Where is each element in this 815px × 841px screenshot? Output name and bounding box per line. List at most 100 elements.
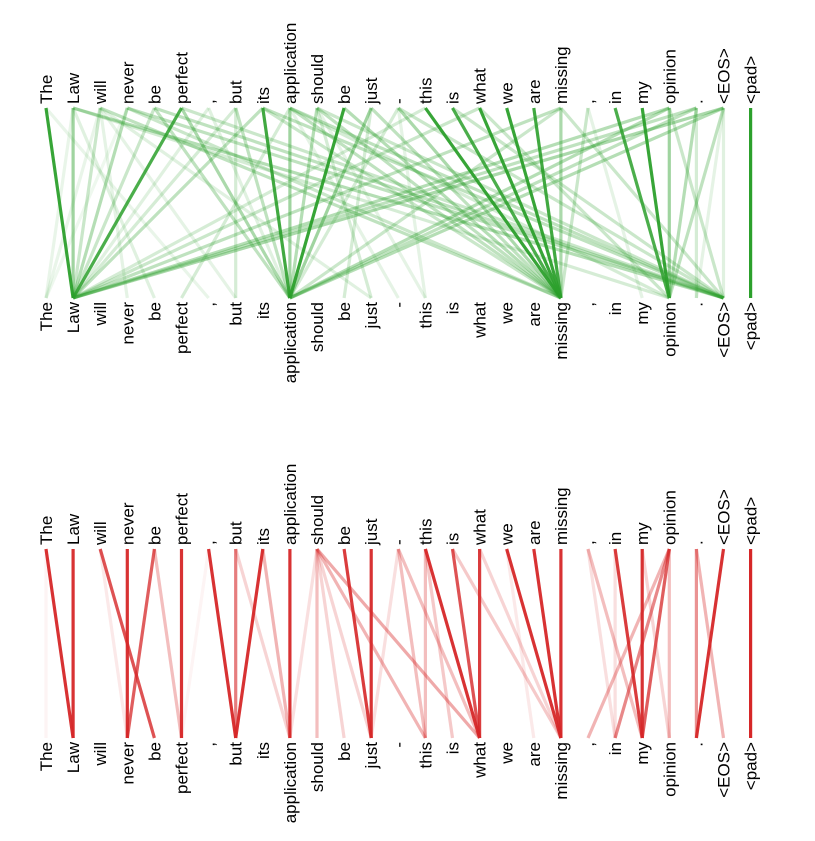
target-token-label: missing	[552, 742, 571, 800]
attention-link	[98, 107, 129, 299]
source-token-label: Law	[64, 513, 83, 545]
target-token-label: The	[37, 302, 56, 331]
target-token-label: <pad>	[742, 742, 761, 790]
attention-link	[152, 548, 184, 739]
source-token-label: my	[633, 81, 652, 104]
attention-link	[315, 107, 427, 299]
source-token-label: be	[145, 85, 164, 104]
attention-link	[315, 548, 373, 739]
attention-link	[71, 107, 156, 299]
source-tokens-top: The Law will never be perfect, but its applicati…	[37, 23, 761, 105]
target-token-label: but	[227, 742, 246, 766]
attention-link	[505, 548, 563, 739]
attention-link	[397, 106, 725, 300]
attention-link	[207, 107, 292, 299]
attention-link	[505, 548, 536, 739]
attention-link	[451, 106, 725, 300]
target-token-label: <pad>	[742, 302, 761, 350]
target-token-label: this	[416, 302, 435, 328]
target-token-label: but	[227, 302, 246, 326]
source-token-label: <pad>	[742, 497, 761, 545]
source-tokens-bottom: The Law will never be perfect, but its applicati…	[37, 464, 761, 546]
attention-link	[72, 106, 562, 300]
attention-link	[72, 106, 670, 300]
attention-link	[234, 107, 292, 299]
target-token-label: ,	[579, 302, 598, 307]
source-token-label: just	[362, 518, 381, 546]
attention-link	[180, 107, 292, 299]
attention-link	[234, 548, 292, 739]
attention-link	[478, 107, 563, 299]
attention-link	[72, 106, 481, 300]
target-token-label: Law	[64, 741, 83, 773]
attention-link	[288, 107, 319, 299]
attention-link	[261, 106, 562, 300]
attention-link	[44, 107, 129, 299]
attention-link	[478, 548, 563, 739]
source-token-label: this	[416, 78, 435, 104]
attention-link	[180, 107, 292, 299]
attention-link	[343, 106, 562, 300]
target-token-label: -	[389, 302, 408, 308]
attention-link	[71, 106, 264, 300]
source-token-label: its	[254, 87, 273, 104]
source-token-label: never	[118, 61, 137, 104]
attention-diagram-bottom: The Law will never be perfect, but its applicati…	[37, 464, 761, 824]
attention-link	[559, 106, 725, 300]
target-token-label: just	[362, 302, 381, 330]
attention-link	[450, 548, 482, 739]
target-token-label: never	[118, 742, 137, 785]
target-token-label: .	[687, 742, 706, 747]
attention-link	[153, 107, 292, 299]
attention-link	[99, 106, 562, 300]
target-token-label: will	[91, 302, 110, 327]
source-token-label: <EOS>	[715, 48, 734, 104]
source-token-label: The	[37, 516, 56, 545]
source-token-label: in	[606, 91, 625, 104]
target-token-label: just	[362, 742, 381, 770]
attention-link	[262, 106, 725, 300]
source-token-label: .	[687, 99, 706, 104]
attention-link	[289, 106, 698, 300]
attention-link	[586, 548, 644, 739]
attention-link	[640, 548, 671, 739]
attention-link	[234, 548, 265, 739]
target-tokens-bottom: The Law will never be perfect, but its applicati…	[37, 741, 761, 823]
target-token-label: is	[444, 302, 463, 314]
attention-link	[694, 107, 726, 299]
attention-link	[288, 548, 319, 739]
attention-links-top	[44, 106, 753, 300]
attention-link	[396, 107, 427, 299]
attention-link	[451, 548, 563, 739]
source-token-label: will	[91, 521, 110, 546]
target-token-label: <EOS>	[715, 742, 734, 798]
target-token-label: we	[498, 302, 517, 325]
source-token-label: missing	[552, 46, 571, 104]
source-token-label: ,	[200, 99, 219, 104]
attention-link	[72, 106, 697, 300]
attention-link	[423, 548, 455, 739]
target-token-label: be	[145, 742, 164, 761]
target-tokens-top: The Law will never be perfect, but its applicati…	[37, 301, 761, 383]
source-token-label: but	[227, 521, 246, 545]
attention-link	[44, 107, 75, 299]
attention-link	[289, 106, 725, 300]
attention-link	[71, 107, 156, 299]
target-token-label: my	[633, 742, 652, 765]
attention-link	[72, 106, 724, 300]
attention-link	[71, 107, 210, 299]
target-token-label: we	[498, 742, 517, 765]
source-token-label: just	[362, 77, 381, 105]
attention-link	[98, 107, 238, 299]
attention-link	[261, 548, 292, 739]
target-token-label: is	[444, 742, 463, 754]
attention-link	[44, 107, 102, 299]
attention-link	[396, 548, 427, 739]
target-token-label: .	[687, 302, 706, 307]
attention-link	[288, 107, 400, 299]
attention-links-bottom	[44, 547, 753, 740]
target-token-label: should	[308, 302, 327, 352]
attention-link	[370, 106, 563, 300]
attention-link	[72, 106, 427, 300]
